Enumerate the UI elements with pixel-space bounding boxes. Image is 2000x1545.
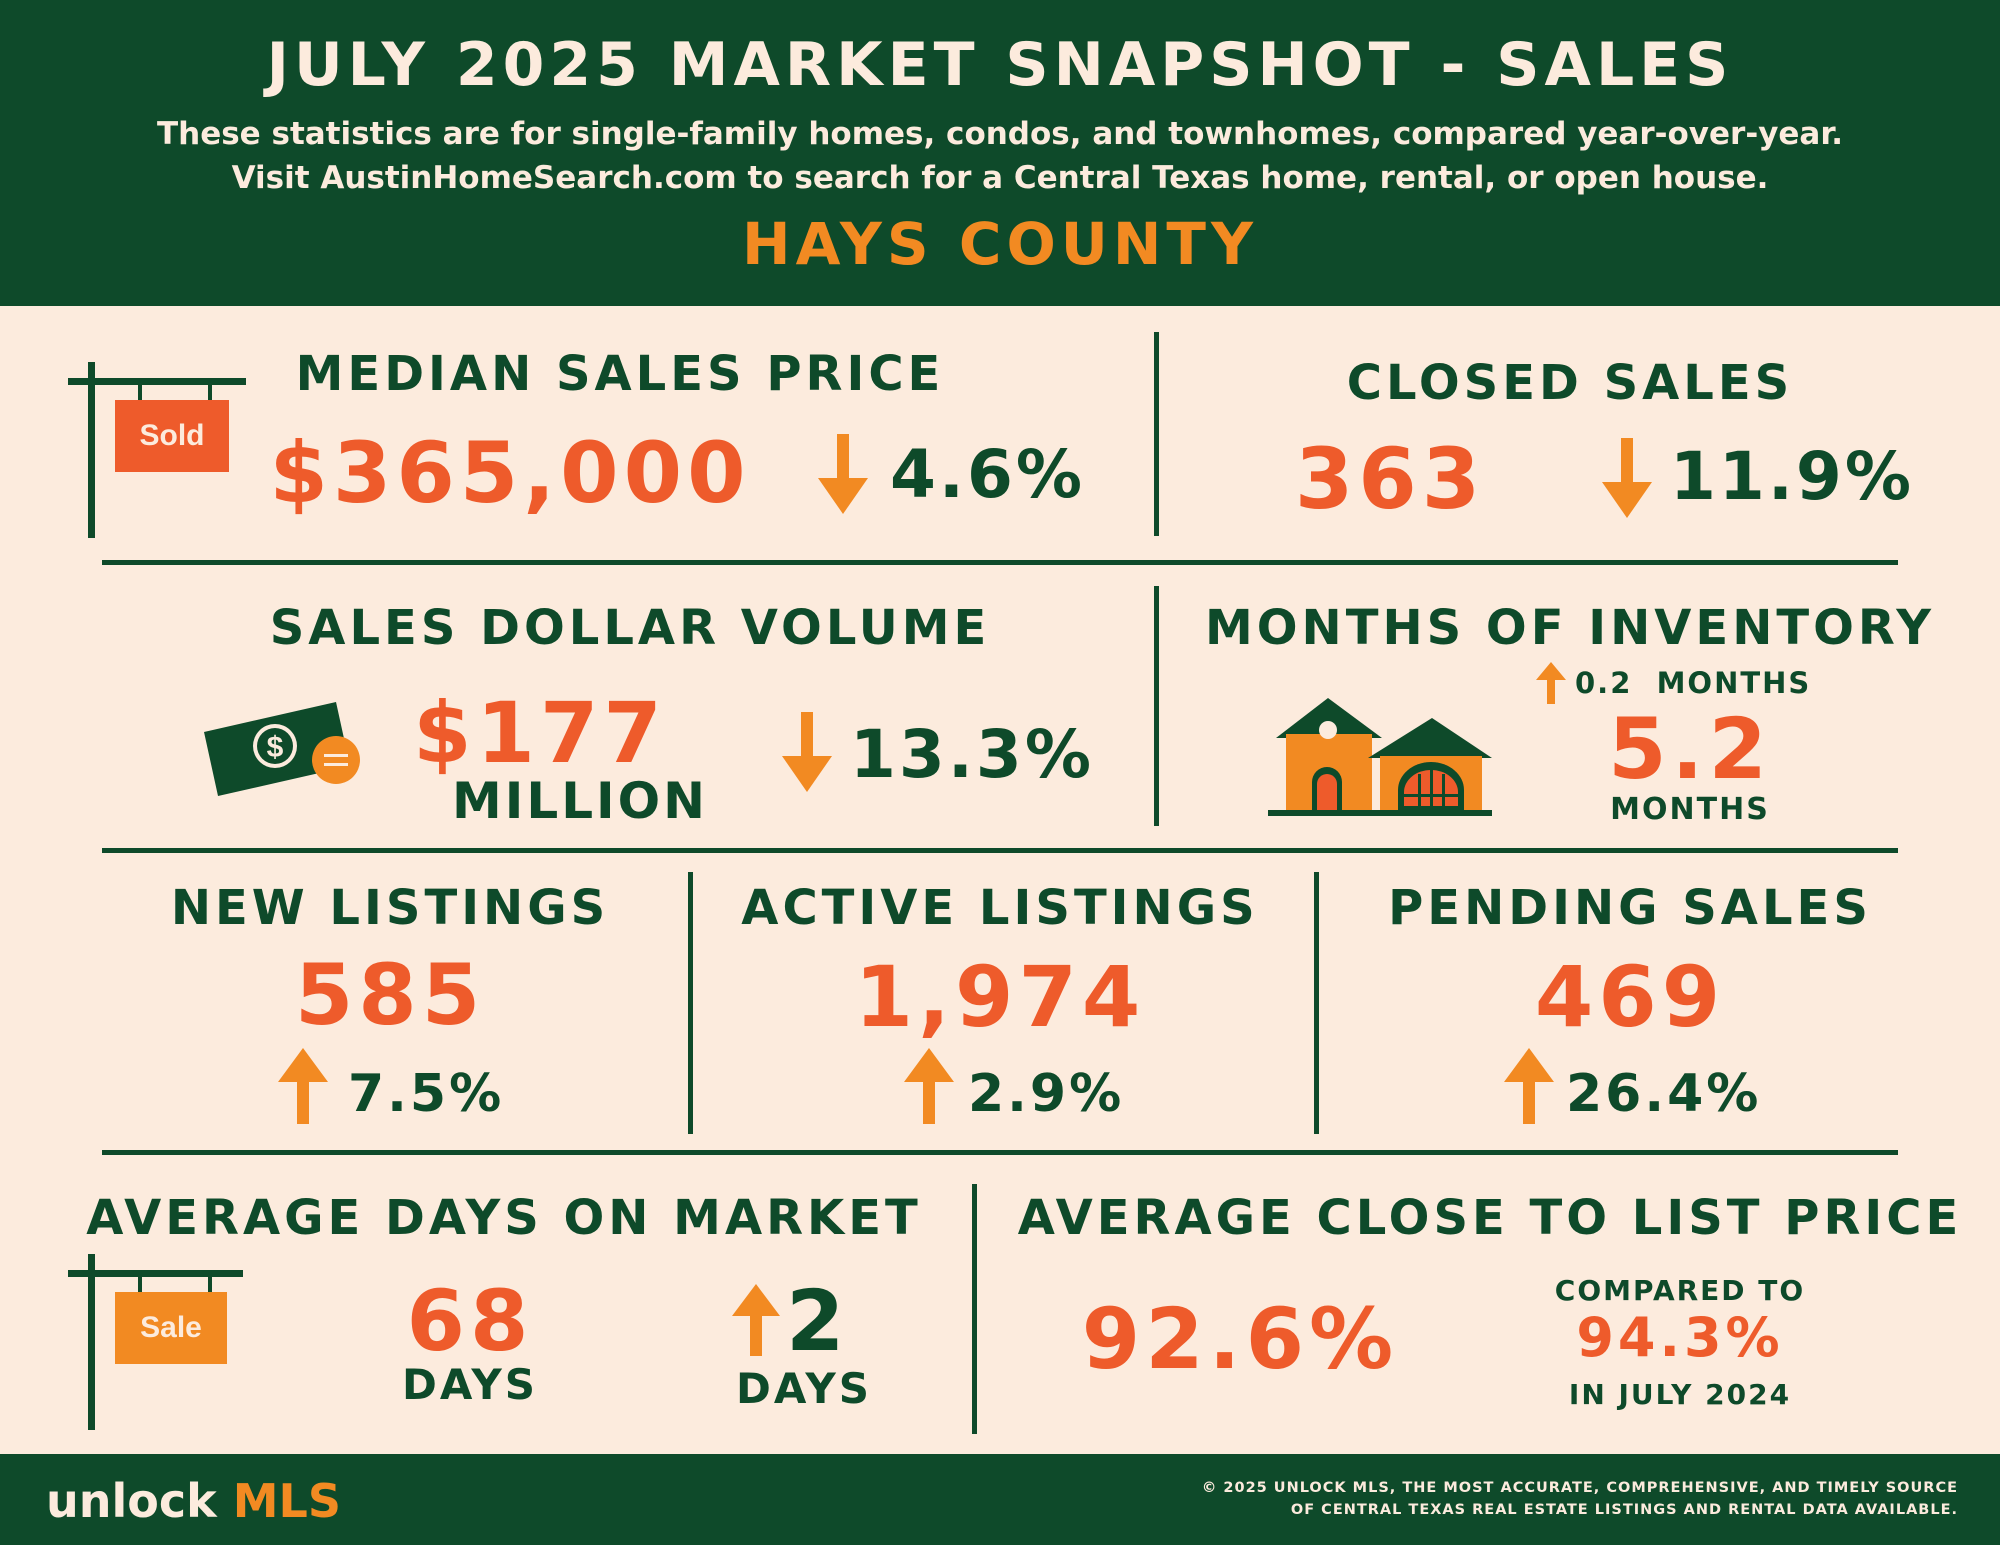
new-listings-value: 585: [294, 946, 486, 1044]
divider: [972, 1184, 977, 1434]
arrow-down-icon: [1602, 438, 1652, 518]
arrow-down-icon: [782, 712, 832, 792]
median-sales-price-value: $365,000: [269, 424, 751, 522]
brand-name-part-2: MLS: [232, 1474, 341, 1528]
arrow-up-icon: [1536, 662, 1566, 704]
svg-text:$: $: [267, 731, 284, 764]
copyright-line-1: © 2025 UNLOCK MLS, THE MOST ACCURATE, CO…: [1201, 1480, 1958, 1496]
arrow-up-icon: [732, 1284, 780, 1356]
sold-sign-icon: Sold: [68, 362, 246, 538]
divider: [102, 560, 1898, 565]
arrow-down-icon: [818, 434, 868, 514]
money-bill-icon: $: [204, 702, 360, 796]
months-of-inventory-value: 5.2: [1608, 700, 1772, 798]
sold-sign-text: Sold: [140, 419, 205, 452]
divider: [688, 872, 693, 1134]
sales-dollar-volume-change: 13.3%: [850, 716, 1094, 793]
compared-value: 94.3%: [1576, 1306, 1784, 1369]
average-days-on-market-change-unit: DAYS: [735, 1364, 872, 1413]
active-listings-change: 2.9%: [968, 1064, 1125, 1124]
house-icon: [1268, 698, 1492, 816]
footer: unlock MLS © 2025 UNLOCK MLS, THE MOST A…: [0, 1454, 2000, 1545]
months-of-inventory-label: MONTHS OF INVENTORY: [1204, 600, 1936, 656]
copyright-text: © 2025 UNLOCK MLS, THE MOST ACCURATE, CO…: [1058, 1477, 1958, 1521]
median-sales-price-label: MEDIAN SALES PRICE: [295, 346, 945, 402]
pending-sales-change: 26.4%: [1566, 1064, 1762, 1124]
page-title: JULY 2025 MARKET SNAPSHOT - SALES: [266, 30, 1734, 100]
closed-sales-label: CLOSED SALES: [1346, 355, 1794, 411]
header: JULY 2025 MARKET SNAPSHOT - SALES These …: [0, 0, 2000, 306]
divider: [102, 1150, 1898, 1155]
closed-sales-value: 363: [1294, 430, 1486, 528]
compared-to-label: COMPARED TO: [1554, 1274, 1806, 1307]
sales-dollar-volume-unit: MILLION: [451, 772, 709, 830]
average-close-to-list-value: 92.6%: [1081, 1290, 1399, 1388]
subtitle-line-1: These statistics are for single-family h…: [156, 116, 1843, 152]
pending-sales-label: PENDING SALES: [1388, 880, 1872, 936]
new-listings-label: NEW LISTINGS: [170, 880, 610, 936]
average-days-on-market-change: 2: [786, 1272, 850, 1370]
months-of-inventory-unit: MONTHS: [1610, 792, 1770, 827]
copyright-line-2: OF CENTRAL TEXAS REAL ESTATE LISTINGS AN…: [1290, 1502, 1958, 1518]
divider: [1154, 586, 1159, 826]
median-sales-price-change: 4.6%: [890, 436, 1086, 513]
divider: [102, 848, 1898, 853]
closed-sales-change: 11.9%: [1670, 438, 1914, 515]
active-listings-label: ACTIVE LISTINGS: [741, 880, 1259, 936]
arrow-up-icon: [904, 1048, 954, 1124]
pending-sales-value: 469: [1534, 948, 1726, 1046]
compared-period: IN JULY 2024: [1568, 1378, 1792, 1411]
unlock-mls-logo: unlock MLS: [46, 1474, 341, 1528]
months-of-inventory-change: 0.2 MONTHS: [1575, 666, 1812, 700]
average-days-on-market-unit: DAYS: [401, 1360, 538, 1409]
subtitle-line-2: Visit AustinHomeSearch.com to search for…: [231, 160, 1769, 196]
sale-sign-icon: Sale: [68, 1254, 243, 1430]
new-listings-change: 7.5%: [348, 1064, 505, 1124]
divider: [1314, 872, 1319, 1134]
sales-dollar-volume-label: SALES DOLLAR VOLUME: [269, 600, 991, 656]
active-listings-value: 1,974: [854, 948, 1146, 1046]
sale-sign-text: Sale: [140, 1311, 202, 1344]
average-days-on-market-label: AVERAGE DAYS ON MARKET: [86, 1190, 922, 1246]
average-days-on-market-value: 68: [406, 1272, 534, 1370]
arrow-up-icon: [278, 1048, 328, 1124]
brand-name-part-1: unlock: [46, 1474, 217, 1528]
arrow-up-icon: [1504, 1048, 1554, 1124]
sales-dollar-volume-value: $177: [413, 684, 667, 782]
divider: [1154, 332, 1159, 536]
average-close-to-list-label: AVERAGE CLOSE TO LIST PRICE: [1017, 1190, 1963, 1246]
county-name: HAYS COUNTY: [742, 210, 1258, 278]
